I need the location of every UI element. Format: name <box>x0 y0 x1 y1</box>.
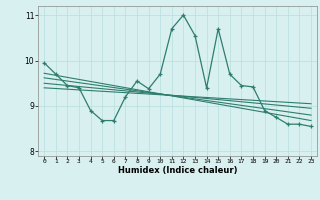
X-axis label: Humidex (Indice chaleur): Humidex (Indice chaleur) <box>118 166 237 175</box>
